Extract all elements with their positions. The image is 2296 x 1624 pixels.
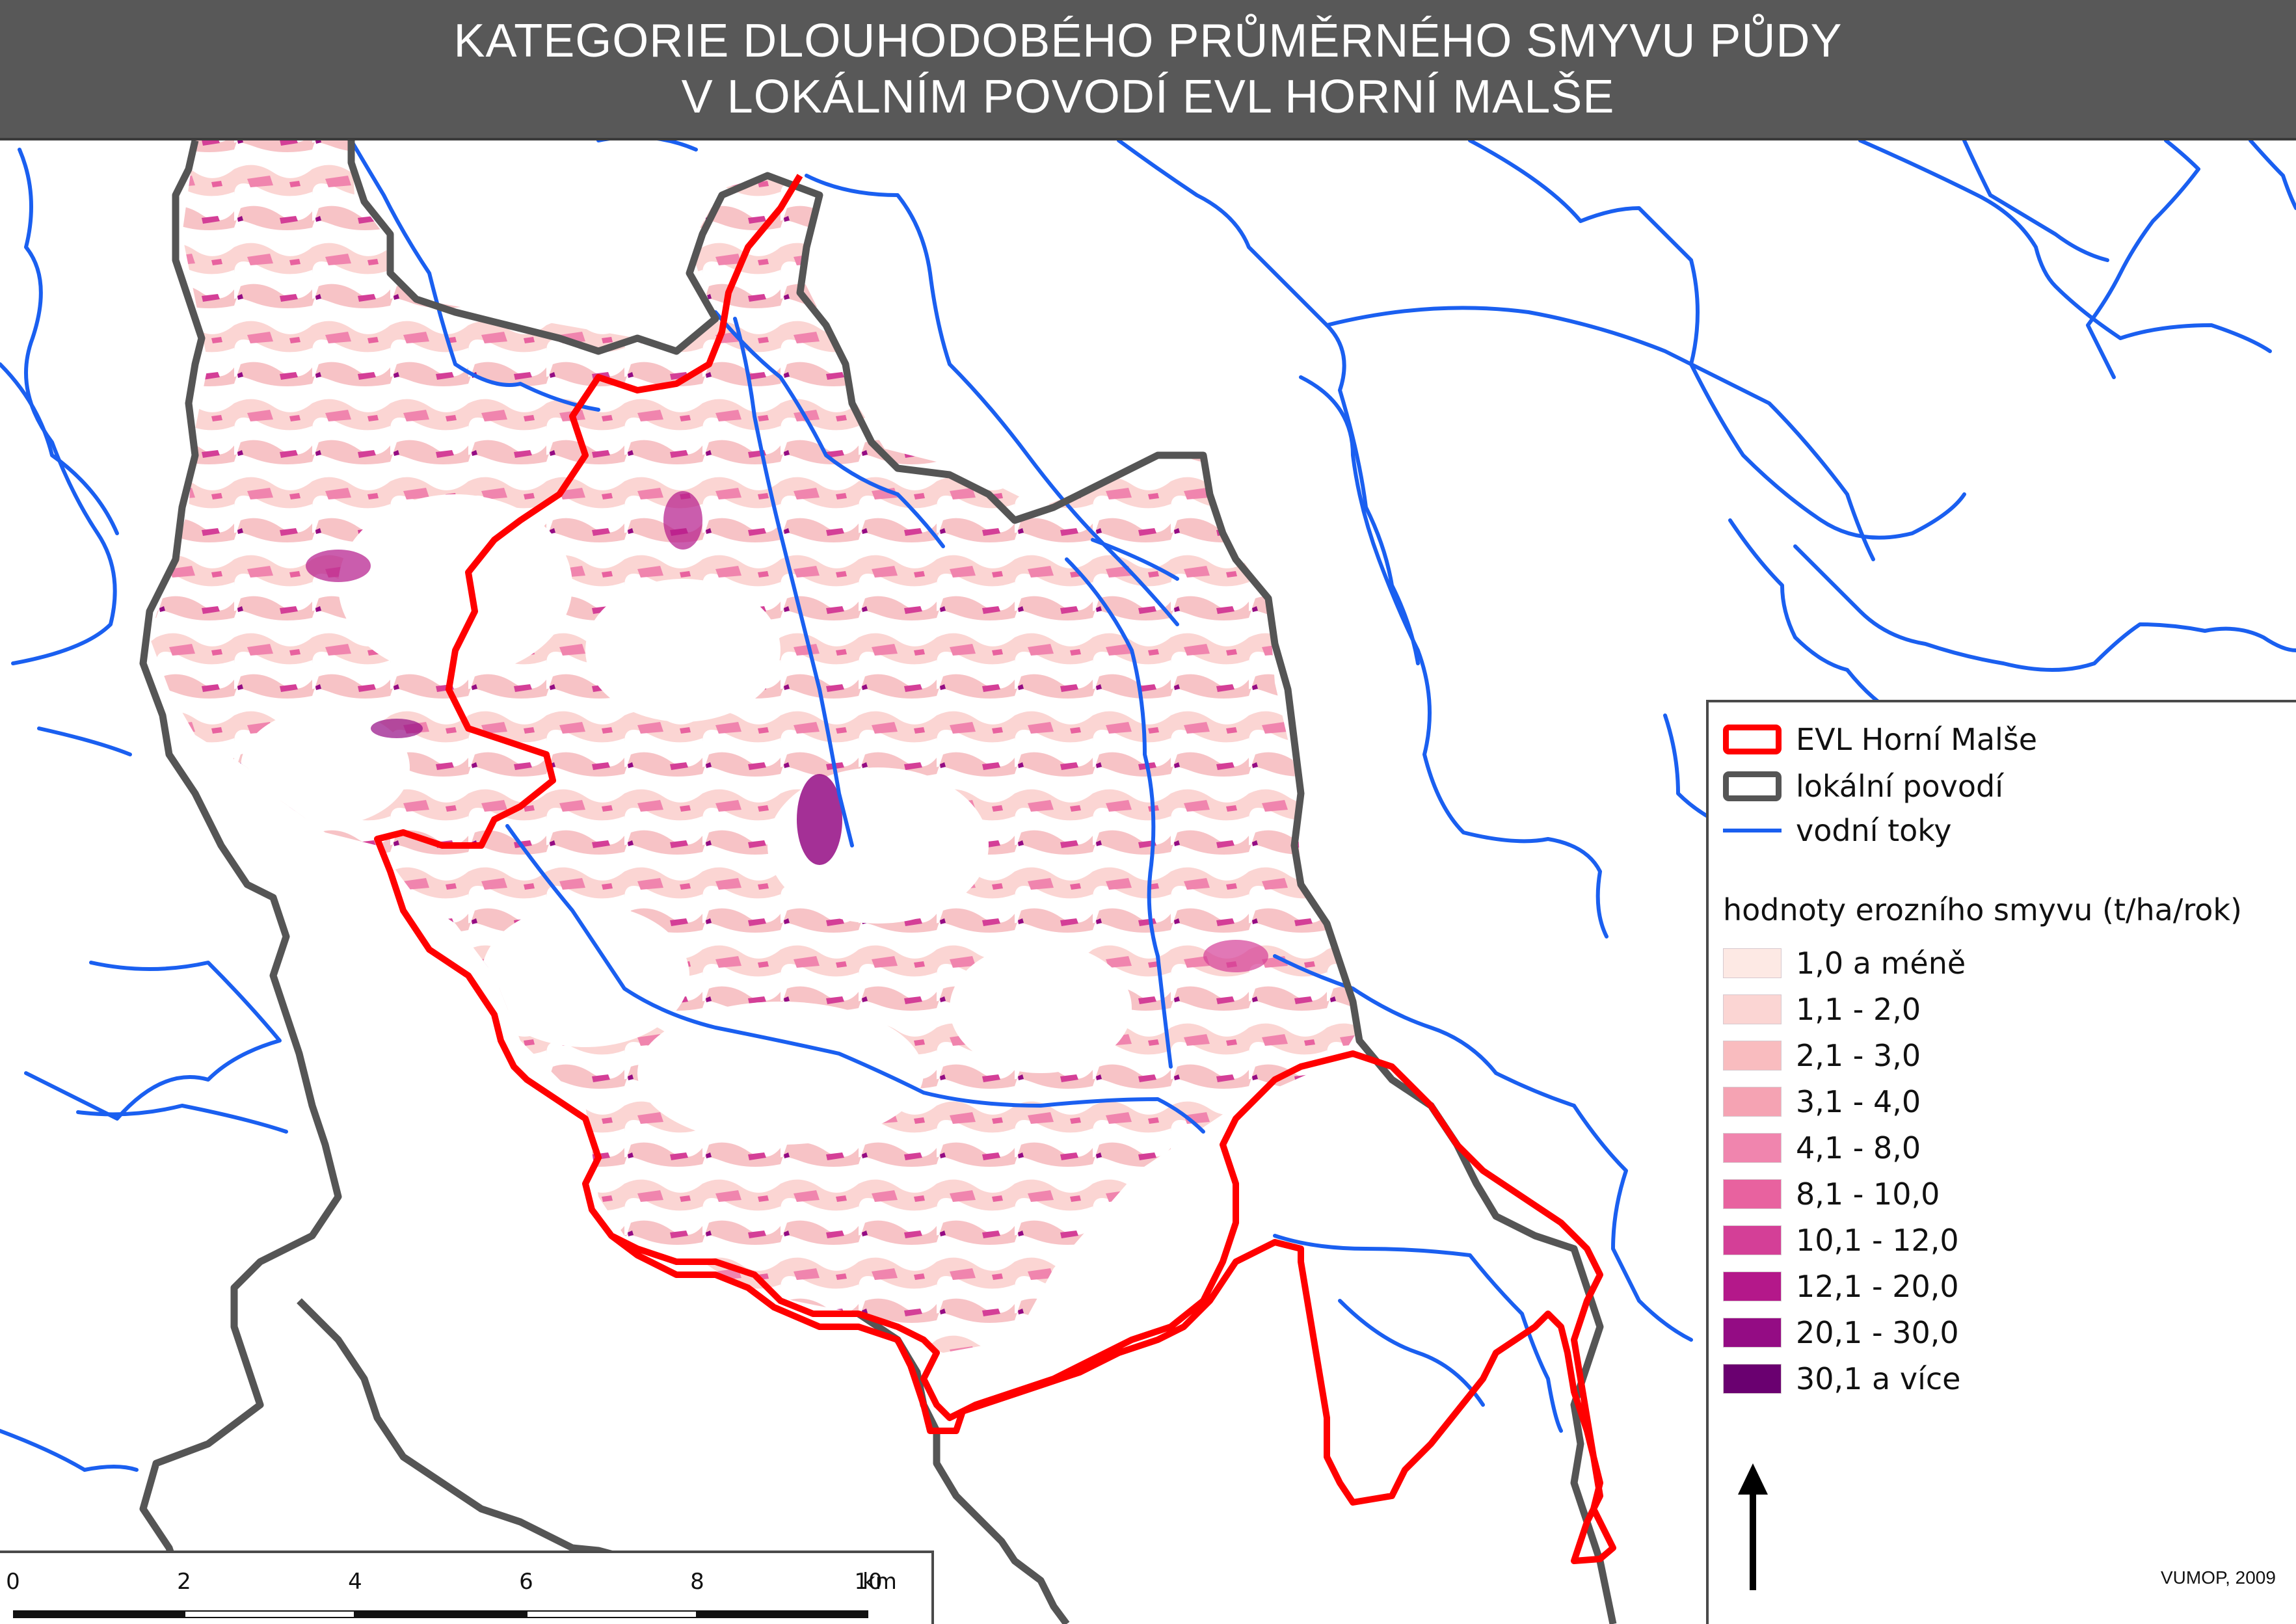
blue-line-icon xyxy=(1723,829,1782,832)
legend-class-item: 20,1 - 30,0 xyxy=(1723,1315,1959,1350)
legend-class-label: 4,1 - 8,0 xyxy=(1796,1130,1921,1165)
north-arrow-icon xyxy=(1738,1463,1768,1590)
legend-label: EVL Horní Malše xyxy=(1796,722,2038,757)
red-outline-box-icon xyxy=(1723,725,1782,754)
basin-outline xyxy=(139,140,1617,1624)
legend-class-item: 1,0 a méně xyxy=(1723,946,1966,981)
legend-label: vodní toky xyxy=(1796,813,1952,848)
color-swatch-icon xyxy=(1723,994,1782,1024)
map-canvas xyxy=(0,140,2296,1624)
color-swatch-icon xyxy=(1723,1364,1782,1394)
color-swatch-icon xyxy=(1723,1179,1782,1209)
title-bar: KATEGORIE DLOUHODOBÉHO PRŮMĚRNÉHO SMYVU … xyxy=(0,0,2296,140)
color-swatch-icon xyxy=(1723,1087,1782,1117)
color-swatch-icon xyxy=(1723,1225,1782,1255)
title-line-2: V LOKÁLNÍM POVODÍ EVL HORNÍ MALŠE xyxy=(681,71,1615,123)
rivers xyxy=(0,140,2296,1472)
scale-tick-label: 10 xyxy=(854,1569,883,1595)
scale-bar: 0 2 4 6 8 10 km xyxy=(0,1551,934,1624)
legend-class-label: 10,1 - 12,0 xyxy=(1796,1223,1959,1258)
legend: EVL Horní Malše lokální povodí vodní tok… xyxy=(1706,700,2296,1624)
legend-class-label: 20,1 - 30,0 xyxy=(1796,1315,1959,1350)
legend-class-item: 12,1 - 20,0 xyxy=(1723,1269,1959,1304)
credit: VUMOP, 2009 xyxy=(2161,1567,2276,1588)
color-swatch-icon xyxy=(1723,1041,1782,1071)
legend-class-label: 2,1 - 3,0 xyxy=(1796,1038,1921,1073)
legend-class-label: 1,0 a méně xyxy=(1796,946,1966,981)
legend-class-label: 1,1 - 2,0 xyxy=(1796,992,1921,1027)
legend-item-rivers: vodní toky xyxy=(1723,813,1952,848)
legend-class-item: 30,1 a více xyxy=(1723,1361,1960,1396)
title-line-1: KATEGORIE DLOUHODOBÉHO PRŮMĚRNÉHO SMYVU … xyxy=(453,15,1843,67)
legend-class-item: 4,1 - 8,0 xyxy=(1723,1130,1921,1165)
scale-tick-label: 6 xyxy=(519,1569,533,1595)
scale-tick-label: 2 xyxy=(177,1569,191,1595)
legend-class-item: 3,1 - 4,0 xyxy=(1723,1084,1921,1119)
color-swatch-icon xyxy=(1723,1271,1782,1301)
legend-class-label: 12,1 - 20,0 xyxy=(1796,1269,1959,1304)
color-swatch-icon xyxy=(1723,1318,1782,1348)
evl-outline xyxy=(374,174,1616,1564)
grey-outline-box-icon xyxy=(1723,771,1782,801)
legend-item-basin: lokální povodí xyxy=(1723,769,2003,804)
legend-item-evl: EVL Horní Malše xyxy=(1723,722,2037,757)
legend-heading: hodnoty erozního smyvu (t/ha/rok) xyxy=(1723,892,2242,927)
scale-tick-label: 8 xyxy=(690,1569,704,1595)
legend-label: lokální povodí xyxy=(1796,769,2003,804)
legend-class-item: 8,1 - 10,0 xyxy=(1723,1177,1940,1212)
legend-class-label: 3,1 - 4,0 xyxy=(1796,1084,1921,1119)
scale-tick-label: 4 xyxy=(348,1569,362,1595)
legend-class-label: 30,1 a více xyxy=(1796,1361,1961,1396)
color-swatch-icon xyxy=(1723,948,1782,978)
legend-class-item: 10,1 - 12,0 xyxy=(1723,1223,1959,1258)
legend-class-item: 2,1 - 3,0 xyxy=(1723,1038,1921,1073)
legend-class-label: 8,1 - 10,0 xyxy=(1796,1177,1940,1212)
legend-class-item: 1,1 - 2,0 xyxy=(1723,992,1921,1027)
color-swatch-icon xyxy=(1723,1133,1782,1163)
scale-unit: km xyxy=(862,1569,897,1595)
scale-tick-label: 0 xyxy=(6,1569,20,1595)
